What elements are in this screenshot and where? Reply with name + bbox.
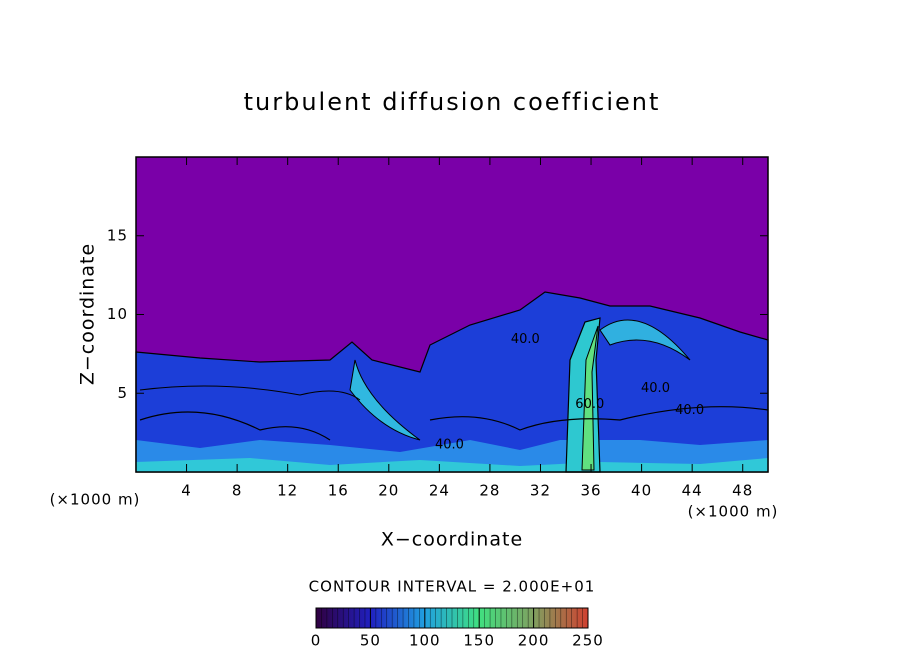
x-tick-label: 40 — [631, 482, 652, 500]
x-unit-label: (×1000 m) — [688, 503, 779, 521]
contour-line — [139, 411, 331, 441]
streak — [349, 359, 421, 441]
contour-line — [429, 406, 769, 431]
chart-title: turbulent diffusion coefficient — [244, 88, 661, 116]
contour-interval: CONTOUR INTERVAL = 2.000E+01 — [309, 578, 596, 596]
colorbar-tick-label: 0 — [311, 632, 322, 650]
x-tick-label: 48 — [732, 482, 753, 500]
x-axis-label: X−coordinate — [381, 529, 523, 551]
colorbar-tick-label: 50 — [360, 632, 381, 650]
x-tick-label: 32 — [530, 482, 551, 500]
x-tick-label: 20 — [378, 482, 399, 500]
x-tick-label: 8 — [232, 482, 243, 500]
colorbar-tick-label: 200 — [518, 632, 550, 650]
x-tick-label: 44 — [682, 482, 703, 500]
colorbar-tick-label: 150 — [463, 632, 495, 650]
y-tick-label: 10 — [107, 305, 128, 323]
y-tick-label: 5 — [117, 384, 128, 402]
contour-label: 40.0 — [435, 438, 464, 453]
x-tick-label: 12 — [277, 482, 298, 500]
x-unit-label: (×1000 m) — [50, 491, 141, 509]
y-axis-label: Z−coordinate — [77, 243, 99, 385]
y-tick-label: 15 — [107, 226, 128, 244]
x-tick-label: 24 — [429, 482, 450, 500]
field — [135, 157, 769, 473]
x-tick-label: 16 — [328, 482, 349, 500]
x-tick-label: 28 — [479, 482, 500, 500]
contour-label: 40.0 — [641, 381, 670, 396]
colorbar-tick-label: 100 — [409, 632, 441, 650]
arc — [599, 319, 691, 361]
x-tick-label: 36 — [580, 482, 601, 500]
colorbar-tick-label: 250 — [572, 632, 604, 650]
contour-label: 40.0 — [511, 332, 540, 347]
contour-label: 60.0 — [575, 397, 604, 412]
contour-label: 40.0 — [675, 403, 704, 418]
plume-core — [581, 325, 599, 471]
contour-line — [139, 385, 361, 401]
x-tick-label: 4 — [181, 482, 192, 500]
surface-layer — [136, 458, 768, 472]
